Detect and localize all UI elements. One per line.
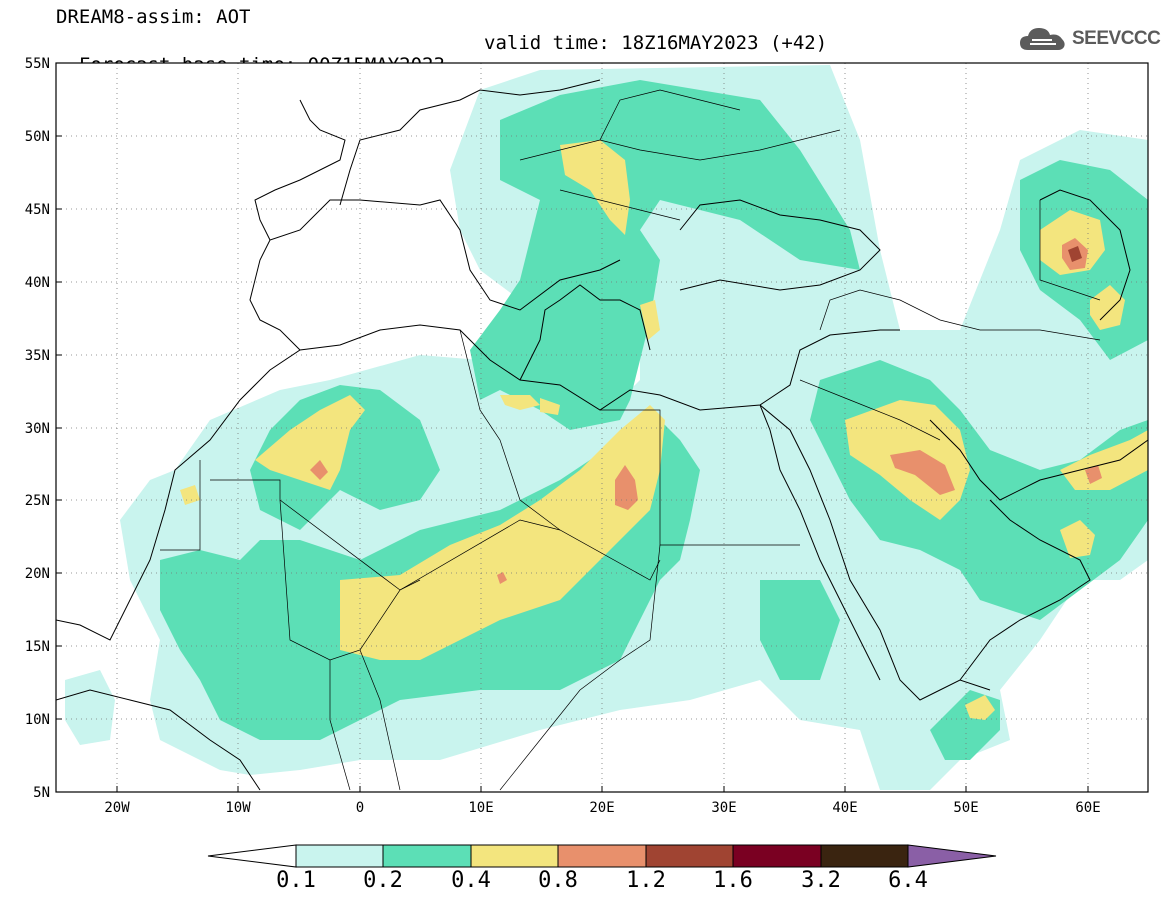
cloud-icon [1020, 28, 1065, 50]
x-tick-label: 10W [225, 800, 251, 816]
y-tick-label: 5N [33, 785, 50, 801]
aot-band-1.2-1.6 [1068, 246, 1082, 262]
graticule [56, 63, 1148, 792]
x-tick-label: 40E [832, 800, 857, 816]
x-tick-label: 20E [589, 800, 614, 816]
colorbar [207, 844, 997, 868]
colorbar-swatch [295, 844, 384, 868]
y-tick-label: 55N [25, 56, 50, 72]
y-tick-label: 50N [25, 129, 50, 145]
colorbar-swatch [470, 844, 559, 868]
y-tick-labels: 55N 50N 45N 40N 35N 30N 25N 20N 15N 10N … [25, 56, 50, 801]
logo-text: SEEVCCC [1072, 28, 1161, 49]
colorbar-label: 3.2 [801, 868, 841, 893]
colorbar-label: 6.4 [888, 868, 928, 893]
y-tick-label: 35N [25, 348, 50, 364]
seevccc-logo: SEEVCCC [1018, 22, 1161, 56]
colorbar-label: 0.4 [451, 868, 491, 893]
tick-marks [56, 135, 1089, 792]
colorbar-swatch [382, 844, 472, 868]
y-tick-label: 25N [25, 493, 50, 509]
colorbar-swatch [732, 844, 822, 868]
colorbar-swatch [820, 844, 909, 868]
colorbar-label: 1.2 [626, 868, 666, 893]
x-tick-label: 30E [711, 800, 736, 816]
colorbar-label: 0.2 [363, 868, 403, 893]
y-tick-label: 15N [25, 639, 50, 655]
borders [160, 89, 1101, 791]
x-tick-labels: 20W 10W 0 10E 20E 30E 40E 50E 60E [104, 800, 1100, 816]
valid-time: valid time: 18Z16MAY2023 (+42) [484, 32, 828, 54]
y-tick-label: 40N [25, 275, 50, 291]
y-tick-label: 30N [25, 421, 50, 437]
x-tick-label: 10E [468, 800, 493, 816]
coastlines [56, 79, 1148, 791]
map-title: DREAM8-assim: AOT [56, 6, 251, 28]
y-tick-label: 45N [25, 202, 50, 218]
colorbar-label: 0.8 [538, 868, 578, 893]
colorbar-swatch [557, 844, 647, 868]
y-tick-label: 20N [25, 566, 50, 582]
x-tick-label: 20W [104, 800, 130, 816]
x-tick-label: 60E [1075, 800, 1100, 816]
x-tick-label: 0 [356, 800, 364, 816]
x-tick-label: 50E [953, 800, 978, 816]
colorbar-low-arrow [207, 844, 297, 868]
colorbar-high-arrow [907, 844, 997, 868]
colorbar-label: 0.1 [276, 868, 316, 893]
y-tick-label: 10N [25, 712, 50, 728]
colorbar-swatch [645, 844, 734, 868]
colorbar-label: 1.6 [713, 868, 753, 893]
